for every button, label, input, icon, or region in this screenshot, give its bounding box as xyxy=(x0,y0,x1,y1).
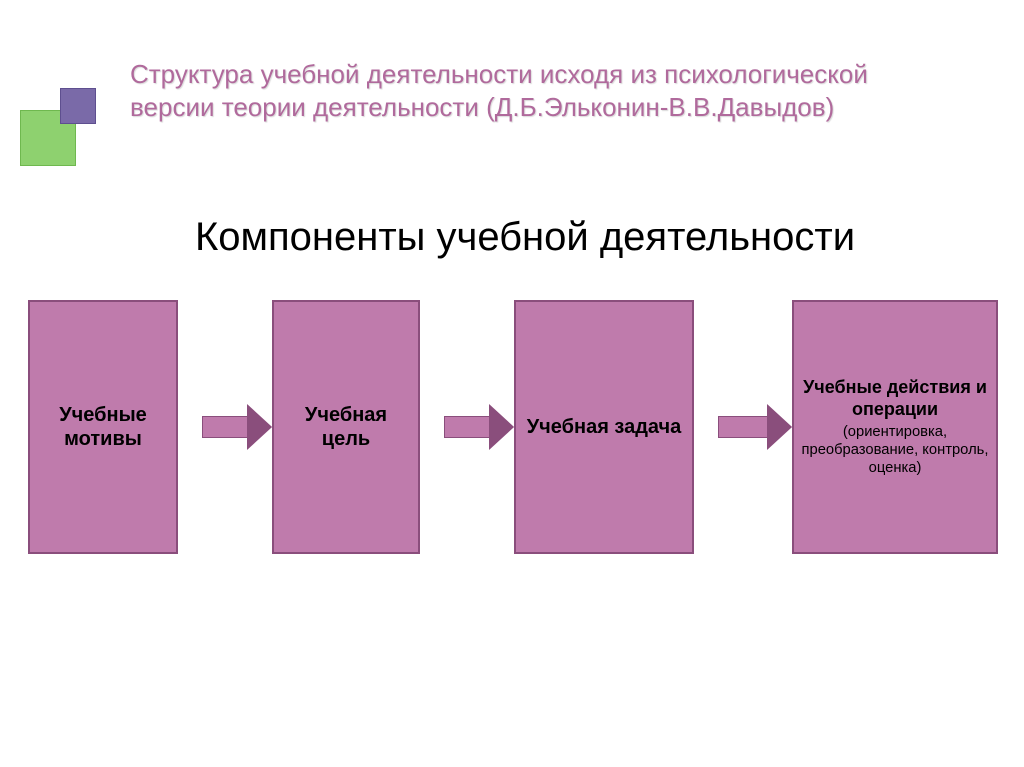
flow-node-label: Учебная задача xyxy=(527,415,682,439)
flow-node-label-main: Учебные действия и операции xyxy=(803,377,987,419)
flow-node-label: Учебные действия и операции (ориентировк… xyxy=(800,377,990,477)
arrow-head-icon xyxy=(768,405,792,449)
decoration-purple-square xyxy=(60,88,96,124)
slide-subtitle: Компоненты учебной деятельности xyxy=(120,215,930,260)
arrow-shaft xyxy=(202,416,248,438)
flow-node-task: Учебная задача xyxy=(514,300,694,554)
flow-node-goal: Учебная цель xyxy=(272,300,420,554)
flow-arrow xyxy=(718,416,768,438)
arrow-shaft xyxy=(444,416,490,438)
flow-node-motives: Учебные мотивы xyxy=(28,300,178,554)
slide-title: Структура учебной деятельности исходя из… xyxy=(130,58,950,125)
flow-node-label: Учебные мотивы xyxy=(36,403,170,452)
slide: Структура учебной деятельности исходя из… xyxy=(0,0,1024,767)
arrow-head-icon xyxy=(490,405,514,449)
arrow-shaft xyxy=(718,416,768,438)
flow-node-actions: Учебные действия и операции (ориентировк… xyxy=(792,300,998,554)
flow-node-label: Учебная цель xyxy=(280,403,412,452)
arrow-head-icon xyxy=(248,405,272,449)
flow-node-label-sub: (ориентировка, преобразование, контроль,… xyxy=(800,423,990,477)
flow-arrow xyxy=(202,416,248,438)
flowchart: Учебные мотивы Учебная цель Учебная зада… xyxy=(28,300,998,554)
flow-arrow xyxy=(444,416,490,438)
